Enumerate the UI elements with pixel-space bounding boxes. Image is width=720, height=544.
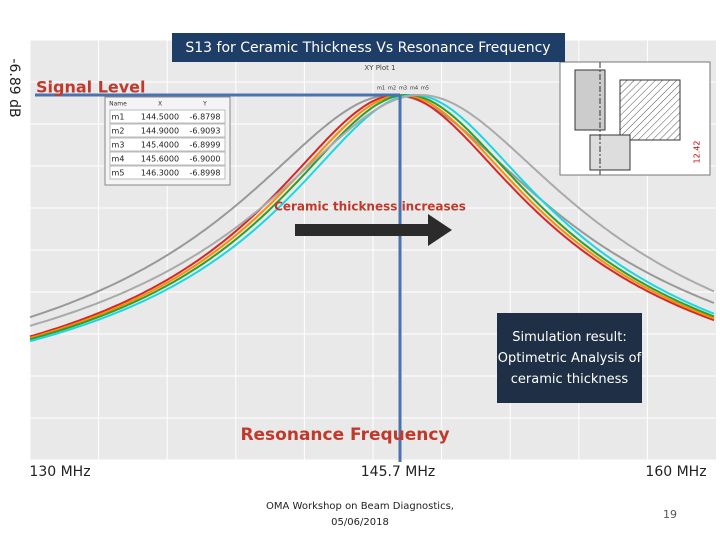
- marker-tag: m5: [421, 86, 429, 92]
- table-cell: -6.9000: [190, 155, 221, 164]
- page-number: 19: [663, 508, 677, 521]
- x-title: Resonance Frequency: [240, 425, 449, 445]
- table-cell: 144.9000: [141, 127, 179, 136]
- table-row: [109, 165, 226, 180]
- curve: [29, 93, 715, 327]
- table-header: X: [158, 101, 162, 108]
- table-cell: -6.9093: [190, 127, 221, 136]
- mechanical-drawing: 12.42: [559, 61, 711, 176]
- title-box: [172, 33, 565, 62]
- drawing-dim: 12.42: [693, 141, 702, 164]
- marker-tag: m4: [410, 86, 418, 92]
- curve: [29, 94, 715, 341]
- table-row: [109, 151, 226, 166]
- marker-table: Name X Ym1 144.5000 -6.8798 m2 144.9000 -6.9093…: [104, 96, 231, 186]
- footer-line: 05/06/2018: [331, 517, 389, 528]
- table-cell: m5: [112, 169, 125, 178]
- table-cell: m3: [112, 141, 125, 150]
- curve: [29, 93, 715, 339]
- marker-tag: m2: [388, 86, 396, 92]
- table-row: [109, 123, 226, 138]
- title: S13 for Ceramic Thickness Vs Resonance F…: [185, 40, 550, 56]
- table-row: [109, 109, 226, 124]
- table-cell: 145.4000: [141, 141, 179, 150]
- plot-name: XY Plot 1: [364, 64, 395, 72]
- curve: [29, 94, 715, 338]
- arrow: [295, 214, 452, 246]
- result-box-text: Simulation result: Optimetric Analysis o…: [497, 329, 642, 387]
- x-label: 130 MHz: [29, 464, 90, 480]
- result-box-text-holder: Simulation result: Optimetric Analysis o…: [497, 329, 642, 387]
- table-cell: m2: [112, 127, 125, 136]
- table-header: Name: [109, 101, 127, 108]
- curves: [29, 93, 715, 343]
- table-cell: 144.5000: [141, 113, 179, 122]
- table-row: [109, 137, 226, 152]
- table-header: Y: [202, 101, 207, 108]
- table-cell: -6.8998: [190, 169, 221, 178]
- y-label: -6.89 dB: [6, 58, 22, 117]
- x-label: 160 MHz: [645, 464, 706, 480]
- table-cell: -6.8999: [190, 141, 221, 150]
- marker-tag: m1: [377, 86, 385, 92]
- annotation: Ceramic thickness increases: [274, 200, 466, 214]
- result-box: [497, 313, 642, 403]
- x-label: 145.7 MHz: [361, 464, 435, 480]
- footer-line: OMA Workshop on Beam Diagnostics,: [266, 501, 454, 512]
- table-cell: m1: [112, 113, 125, 122]
- table-cell: 146.3000: [141, 169, 179, 178]
- signal-label: Signal Level: [36, 78, 146, 97]
- curve: [29, 94, 715, 319]
- table-cell: m4: [112, 155, 125, 164]
- marker-tags: m1 m2 m3 m4 m5: [377, 86, 429, 92]
- marker-tag: m3: [399, 86, 407, 92]
- table-cell: 145.6000: [141, 155, 179, 164]
- table-cell: -6.8798: [190, 113, 221, 122]
